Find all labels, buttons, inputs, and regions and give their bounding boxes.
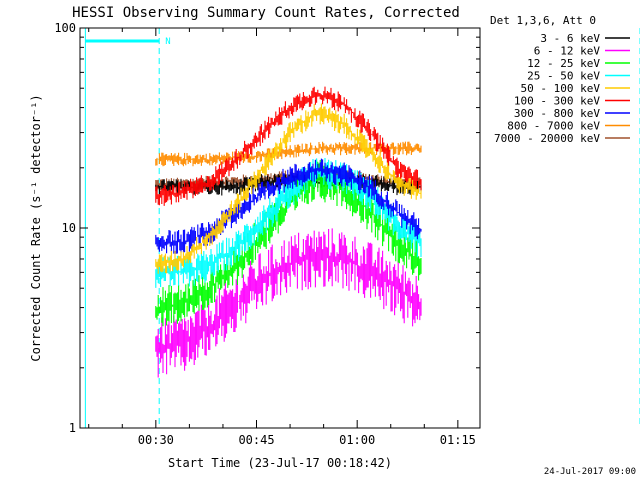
y-tick-label: 100 [54,21,76,35]
x-tick-label: 01:15 [440,433,476,447]
axes: 00:30 00:45 01:00 01:15 1 10 100 [54,21,480,447]
legend-label-800-7000: 800 - 7000 keV [507,120,600,133]
night-label: N [165,37,170,47]
legend-label-6-12: 6 - 12 keV [534,45,601,58]
legend-label-12-25: 12 - 25 keV [527,57,600,70]
legend-title: Det 1,3,6, Att 0 [490,14,596,27]
timestamp-annotation: 24-Jul-2017 09:00 [544,467,636,477]
series-layer [155,86,422,378]
x-tick-label: 00:30 [138,433,174,447]
legend-label-50-100: 50 - 100 keV [521,82,601,95]
x-tick-label: 00:45 [238,433,274,447]
series-50-100-kev [155,103,422,274]
chart-title: HESSI Observing Summary Count Rates, Cor… [72,5,460,21]
y-axis-label: Corrected Count Rate (s⁻¹ detector⁻¹) [29,94,43,361]
y-tick-label: 1 [69,421,76,435]
legend-label-25-50: 25 - 50 keV [527,70,600,83]
series-100-300-kev [155,86,422,206]
x-axis-label: Start Time (23-Jul-17 00:18:42) [168,456,392,470]
legend-label-3-6: 3 - 6 keV [540,32,600,45]
legend-label-100-300: 100 - 300 keV [514,95,600,108]
legend-label-300-800: 300 - 800 keV [514,107,600,120]
x-tick-label: 01:00 [339,433,375,447]
legend-label-7000-20000: 7000 - 20000 keV [494,132,600,145]
series-6-12-kev [155,228,422,378]
y-tick-label: 10 [62,221,76,235]
